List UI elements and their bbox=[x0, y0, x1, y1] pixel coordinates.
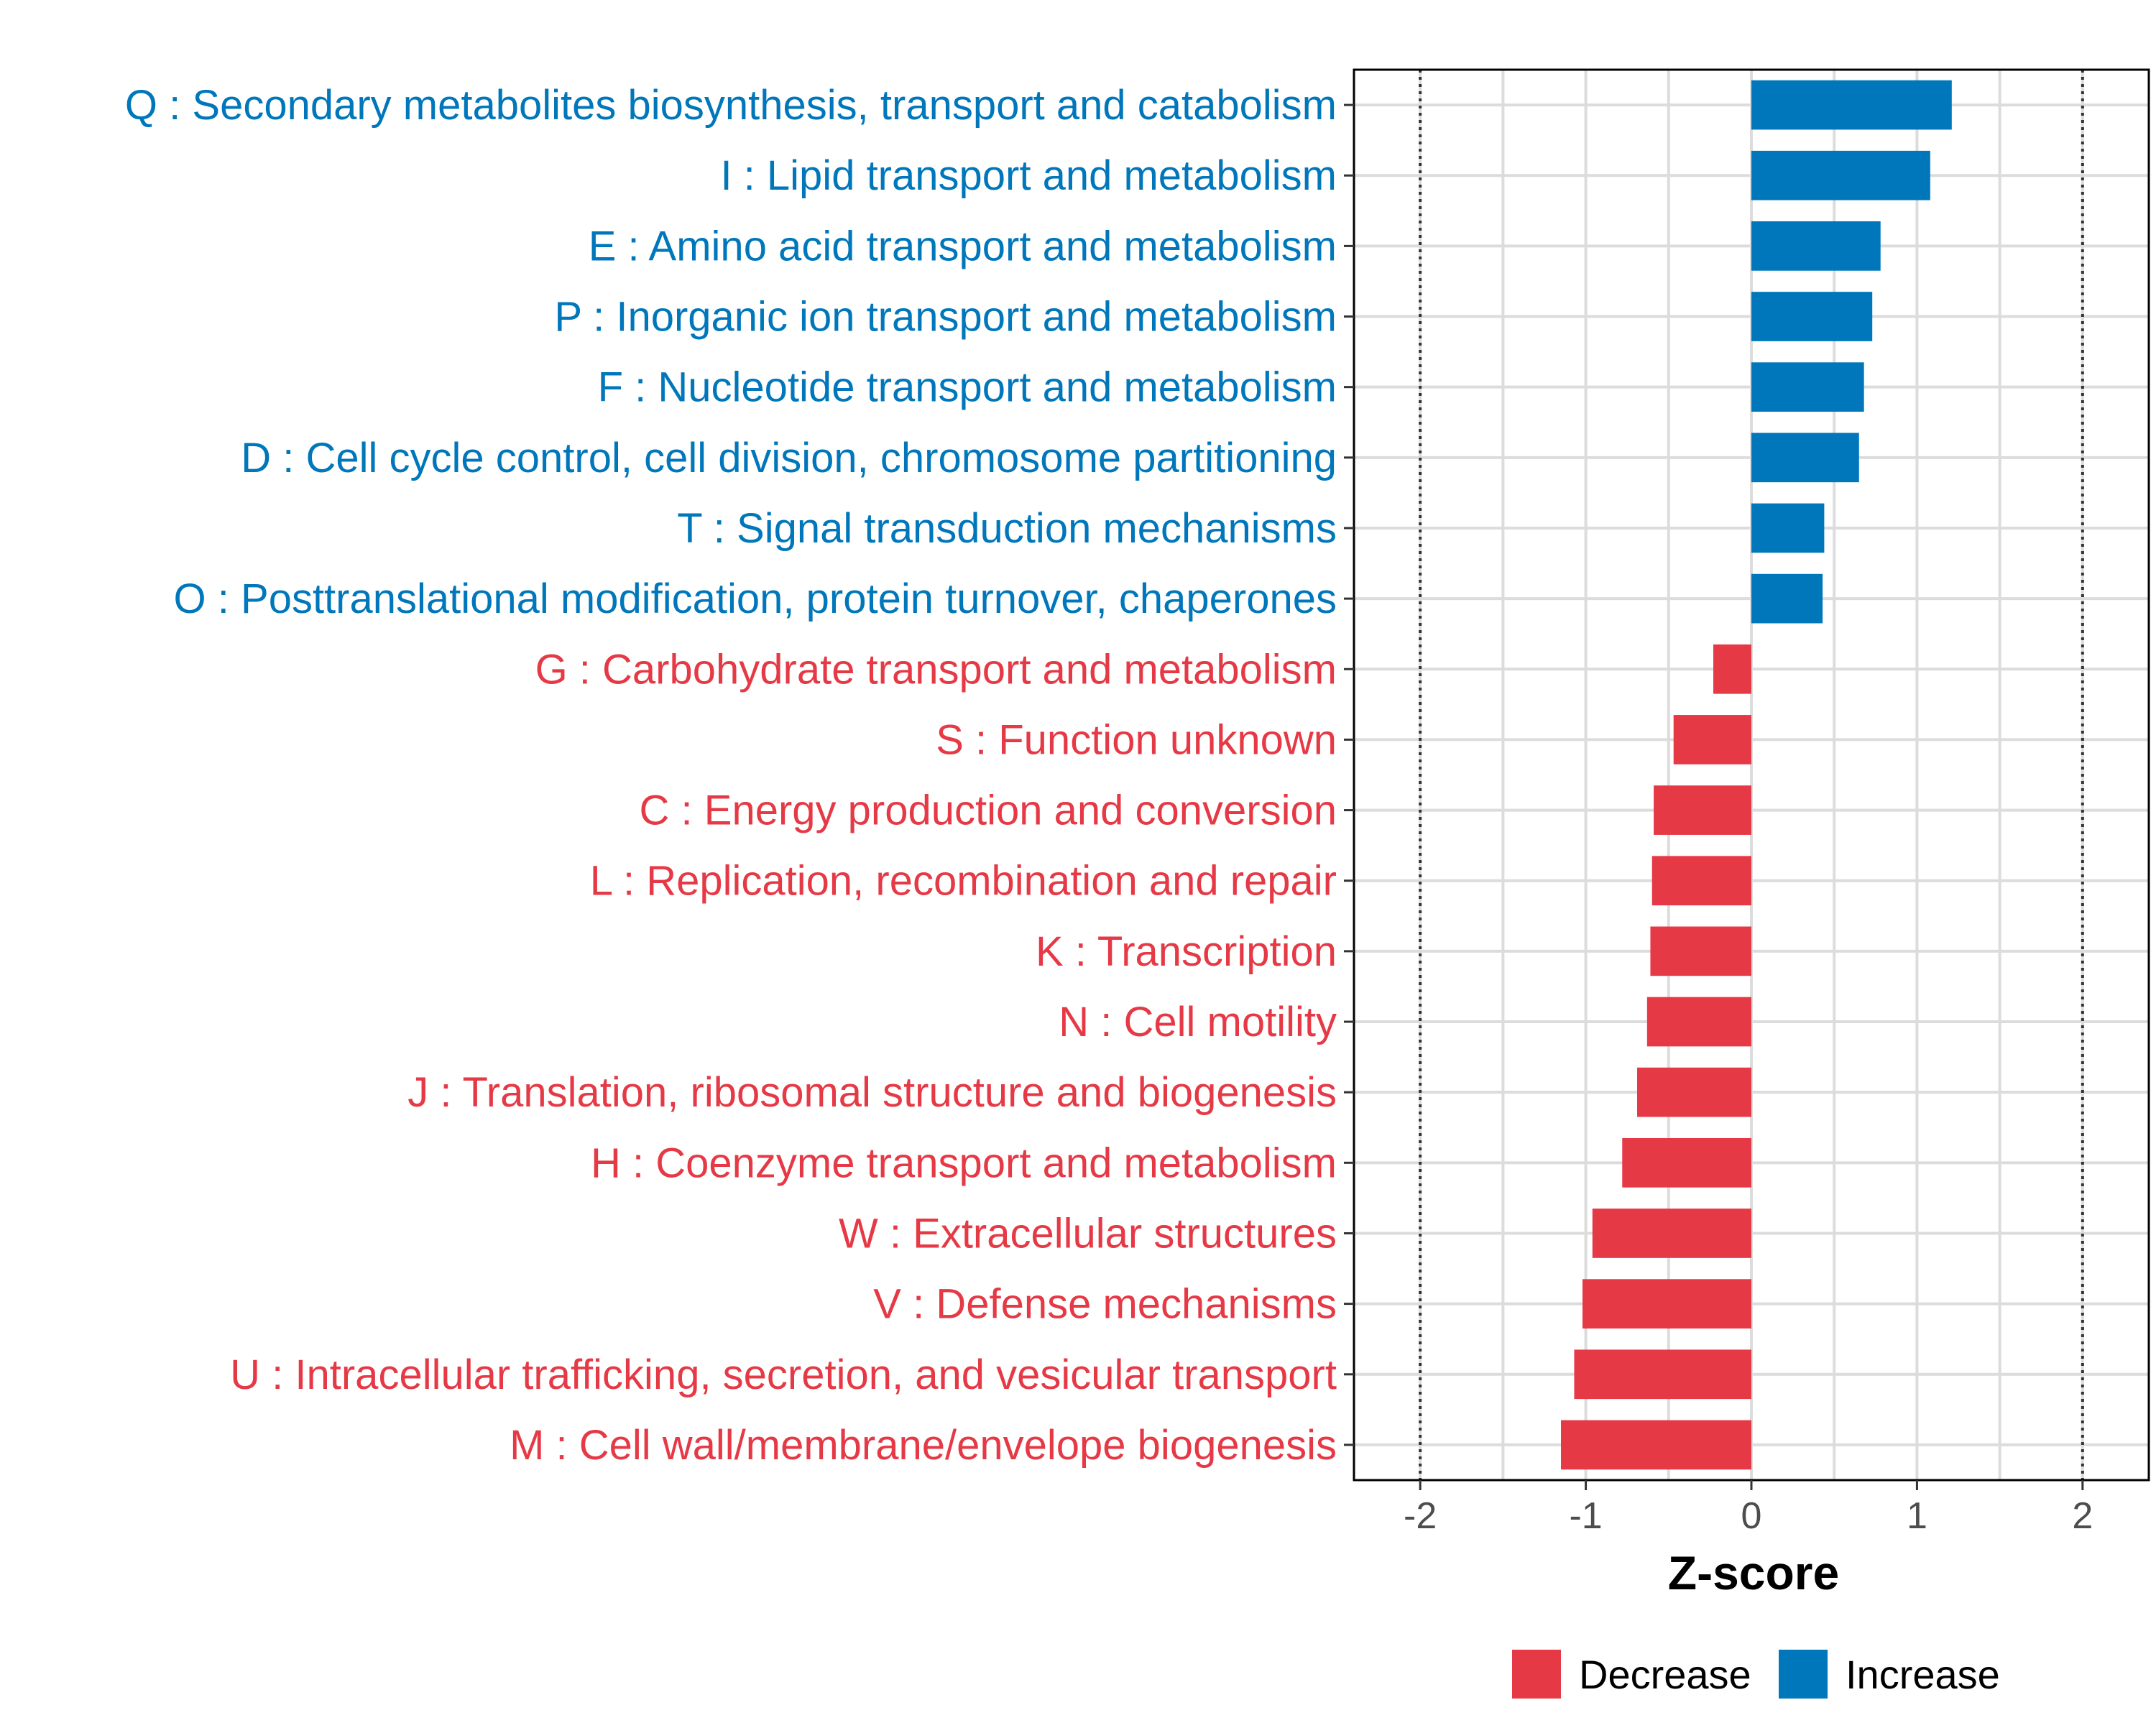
bar bbox=[1561, 1420, 1751, 1470]
category-label: W : Extracellular structures bbox=[839, 1210, 1337, 1257]
bar bbox=[1751, 362, 1864, 412]
bar bbox=[1592, 1209, 1751, 1258]
bar bbox=[1622, 1137, 1751, 1188]
bar bbox=[1751, 80, 1952, 130]
category-label: H : Coenzyme transport and metabolism bbox=[591, 1140, 1337, 1186]
bar bbox=[1751, 573, 1823, 624]
category-label: L : Replication, recombination and repai… bbox=[590, 858, 1337, 905]
bars bbox=[1561, 80, 1952, 1470]
reference-lines bbox=[1419, 70, 2084, 1480]
category-label: P : Inorganic ion transport and metaboli… bbox=[554, 294, 1337, 341]
x-tick-label: 1 bbox=[1907, 1495, 1927, 1537]
x-tick-label: 2 bbox=[2072, 1495, 2093, 1537]
bar bbox=[1673, 715, 1751, 764]
x-tick-label: -2 bbox=[1404, 1495, 1437, 1537]
legend-label: Increase bbox=[1846, 1652, 2000, 1697]
bar bbox=[1637, 1067, 1751, 1117]
bar bbox=[1574, 1349, 1751, 1400]
legend-swatch bbox=[1779, 1650, 1828, 1699]
category-label: O : Posttranslational modification, prot… bbox=[174, 576, 1337, 622]
bar bbox=[1751, 221, 1881, 271]
category-label: S : Function unknown bbox=[936, 716, 1337, 763]
x-axis-title: Z-score bbox=[1668, 1546, 1839, 1599]
bar bbox=[1651, 856, 1751, 906]
grid-layer bbox=[1354, 70, 2149, 1480]
bar bbox=[1751, 150, 1930, 200]
bar bbox=[1654, 785, 1751, 835]
category-label: T : Signal transduction mechanisms bbox=[677, 505, 1337, 552]
bar bbox=[1650, 926, 1751, 976]
category-label: C : Energy production and conversion bbox=[640, 787, 1337, 834]
category-label: N : Cell motility bbox=[1059, 999, 1337, 1045]
x-tick-label: -1 bbox=[1569, 1495, 1602, 1537]
category-label: K : Transcription bbox=[1036, 928, 1337, 975]
bar bbox=[1713, 644, 1751, 694]
category-label: V : Defense mechanisms bbox=[873, 1281, 1337, 1328]
bar bbox=[1751, 292, 1873, 341]
x-axis-ticks: -2 -1 0 1 2 bbox=[1404, 1480, 2093, 1537]
bar bbox=[1646, 997, 1751, 1047]
category-label: F : Nucleotide transport and metabolism bbox=[598, 364, 1337, 411]
y-axis-ticks bbox=[1344, 103, 1354, 1446]
category-label: E : Amino acid transport and metabolism bbox=[589, 223, 1337, 269]
legend-swatch bbox=[1512, 1650, 1561, 1699]
category-label: J : Translation, ribosomal structure and… bbox=[407, 1069, 1337, 1116]
legend: Decrease Increase bbox=[1512, 1650, 2000, 1699]
category-label: I : Lipid transport and metabolism bbox=[720, 152, 1337, 199]
category-labels: Q : Secondary metabolites biosynthesis, … bbox=[125, 82, 1337, 1469]
category-label: Q : Secondary metabolites biosynthesis, … bbox=[125, 82, 1337, 129]
bar bbox=[1582, 1279, 1751, 1329]
category-label: G : Carbohydrate transport and metabolis… bbox=[535, 646, 1337, 693]
x-tick-label: 0 bbox=[1741, 1495, 1762, 1537]
legend-label: Decrease bbox=[1579, 1652, 1751, 1697]
bar bbox=[1751, 503, 1825, 553]
bar bbox=[1751, 433, 1859, 483]
category-label: D : Cell cycle control, cell division, c… bbox=[241, 435, 1337, 481]
category-label: U : Intracellular trafficking, secretion… bbox=[230, 1352, 1337, 1398]
category-label: M : Cell wall/membrane/envelope biogenes… bbox=[510, 1422, 1337, 1469]
